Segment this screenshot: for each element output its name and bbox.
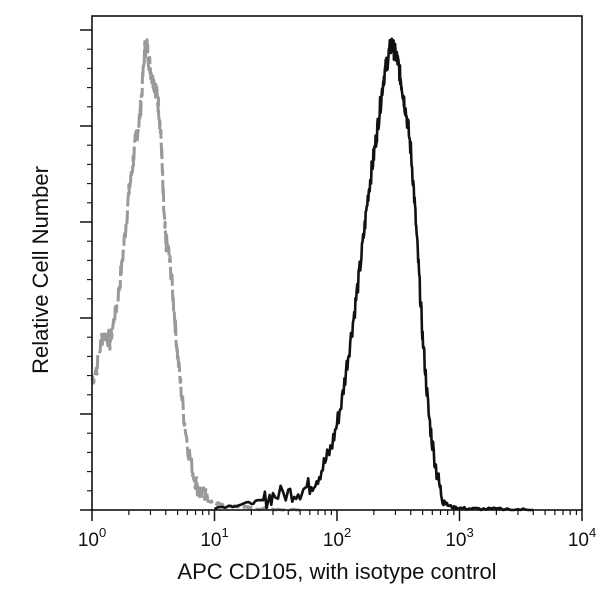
series-line-1 — [90, 38, 301, 512]
x-tick-label: 100 — [78, 525, 106, 551]
x-tick-exponent: 3 — [466, 525, 473, 540]
x-tick-label: 101 — [200, 525, 228, 551]
x-tick-exponent: 0 — [99, 525, 106, 540]
x-tick-exponent: 4 — [589, 525, 596, 540]
y-axis-title: Relative Cell Number — [28, 166, 53, 374]
x-tick-labels: 100 101 102 103 104 — [78, 525, 596, 551]
x-tick-label: 104 — [568, 525, 596, 551]
tick-layer — [80, 29, 583, 521]
x-tick-exponent: 2 — [344, 525, 351, 540]
x-tick-exponent: 1 — [221, 525, 228, 540]
x-tick-label: 103 — [445, 525, 473, 551]
x-tick-label: 102 — [323, 525, 351, 551]
x-axis-title: APC CD105, with isotype control — [177, 559, 496, 584]
series-layer — [90, 37, 534, 512]
series-line-2 — [213, 37, 534, 512]
